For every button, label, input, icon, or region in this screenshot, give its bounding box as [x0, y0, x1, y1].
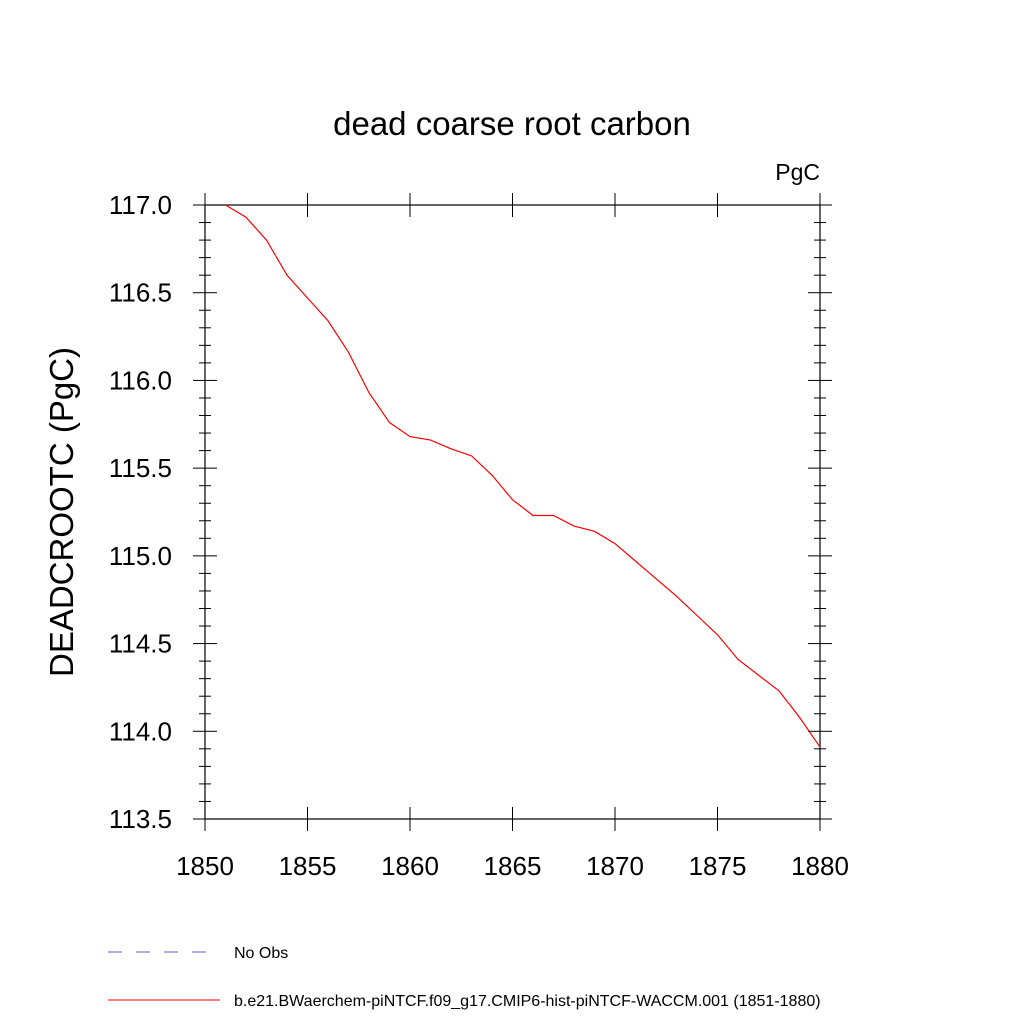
y-axis-ticks: 113.5 114.0 114.5 115.0 115.5 116.0 116.5 117.0 [109, 190, 832, 834]
x-tick-label: 1875 [689, 851, 747, 881]
y-tick-label: 115.0 [109, 541, 172, 571]
y-tick-label: 117.0 [109, 190, 172, 220]
legend: No Obs b.e21.BWaerchem-piNTCF.f09_g17.CMI… [108, 945, 821, 1010]
series-group [225, 204, 821, 748]
legend-label: b.e21.BWaerchem-piNTCF.f09_g17.CMIP6-his… [234, 993, 821, 1010]
x-axis-ticks: 1850 1855 1860 1865 1870 1875 1880 [176, 193, 849, 881]
y-axis-title: DEADCROOTC (PgC) [43, 347, 80, 677]
units-label: PgC [775, 159, 820, 185]
y-tick-label: 115.5 [109, 453, 172, 483]
y-tick-label: 116.5 [109, 278, 172, 308]
y-tick-label: 116.0 [109, 365, 172, 395]
x-tick-label: 1850 [176, 851, 234, 881]
x-tick-label: 1880 [791, 851, 849, 881]
x-tick-label: 1865 [484, 851, 542, 881]
series-line [225, 204, 821, 748]
legend-label: No Obs [234, 945, 288, 962]
x-tick-label: 1855 [279, 851, 337, 881]
y-tick-label: 114.5 [109, 629, 172, 659]
y-tick-label: 114.0 [109, 716, 172, 746]
chart-title: dead coarse root carbon [333, 105, 691, 142]
y-tick-label: 113.5 [109, 804, 172, 834]
x-tick-label: 1870 [586, 851, 644, 881]
plot-frame [204, 204, 821, 820]
x-tick-label: 1860 [381, 851, 439, 881]
